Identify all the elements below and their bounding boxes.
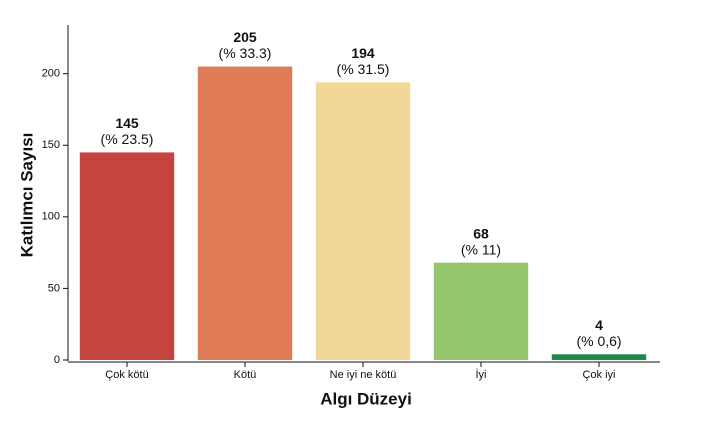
percent-label: (% 0,6) (576, 333, 621, 349)
bar (315, 82, 411, 360)
percent-label: (% 31.5) (337, 61, 390, 77)
y-tick-label: 150 (42, 139, 60, 151)
x-tick-label: Kötü (234, 369, 257, 381)
value-label: 194 (351, 45, 375, 61)
bar (433, 262, 529, 360)
bar (197, 66, 293, 361)
value-label: 68 (473, 225, 489, 241)
y-tick-label: 100 (42, 211, 60, 223)
percent-label: (% 23.5) (101, 131, 154, 147)
bar (551, 354, 647, 360)
y-axis-label: Katılımcı Sayısı (17, 133, 36, 258)
value-label: 4 (595, 317, 603, 333)
y-tick-label: 0 (54, 354, 60, 366)
x-tick-label: Ne iyi ne kötü (330, 369, 397, 381)
y-tick-label: 50 (48, 282, 60, 294)
value-label: 205 (233, 29, 257, 45)
x-tick-label: Çok iyi (582, 369, 615, 381)
x-axis-label: Algı Düzeyi (320, 389, 412, 408)
bar (79, 152, 175, 360)
percent-label: (% 11) (461, 241, 501, 257)
x-tick-label: İyi (476, 368, 487, 381)
y-tick-label: 200 (42, 68, 60, 80)
percent-label: (% 33.3) (219, 45, 272, 61)
value-label: 145 (115, 115, 139, 131)
x-tick-label: Çok kötü (105, 369, 148, 381)
